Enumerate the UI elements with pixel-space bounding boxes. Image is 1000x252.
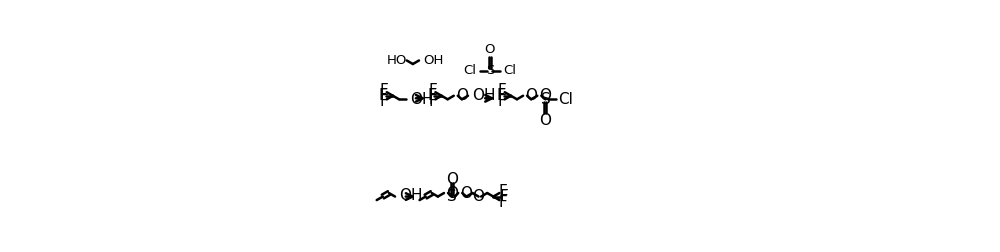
Text: F: F — [427, 88, 436, 103]
Text: Cl: Cl — [503, 64, 516, 77]
Text: F: F — [499, 189, 508, 204]
Text: O: O — [456, 88, 468, 103]
Text: F: F — [428, 83, 437, 98]
Text: F: F — [497, 83, 506, 98]
Text: OH: OH — [400, 188, 423, 203]
Text: F: F — [496, 88, 505, 103]
Text: S: S — [541, 92, 550, 107]
Text: F: F — [498, 184, 507, 199]
Text: O: O — [539, 88, 551, 103]
Text: O: O — [446, 172, 458, 187]
Text: O: O — [446, 185, 458, 201]
Text: S: S — [486, 64, 494, 77]
Text: OH: OH — [411, 92, 434, 107]
Text: O: O — [485, 43, 495, 56]
Text: S: S — [447, 189, 457, 204]
Text: F: F — [379, 83, 388, 98]
Text: O: O — [460, 185, 472, 201]
Text: F: F — [379, 94, 388, 109]
Text: F: F — [428, 94, 437, 109]
Text: Cl: Cl — [559, 92, 573, 107]
Text: F: F — [378, 88, 387, 103]
Text: Cl: Cl — [464, 64, 477, 77]
Text: O: O — [539, 113, 551, 128]
Text: O: O — [525, 88, 537, 103]
Text: F: F — [497, 94, 506, 109]
Text: O: O — [473, 189, 485, 204]
Text: OH: OH — [473, 88, 496, 103]
Text: OH: OH — [423, 54, 443, 67]
Text: HO: HO — [386, 54, 407, 67]
Text: F: F — [498, 195, 507, 210]
